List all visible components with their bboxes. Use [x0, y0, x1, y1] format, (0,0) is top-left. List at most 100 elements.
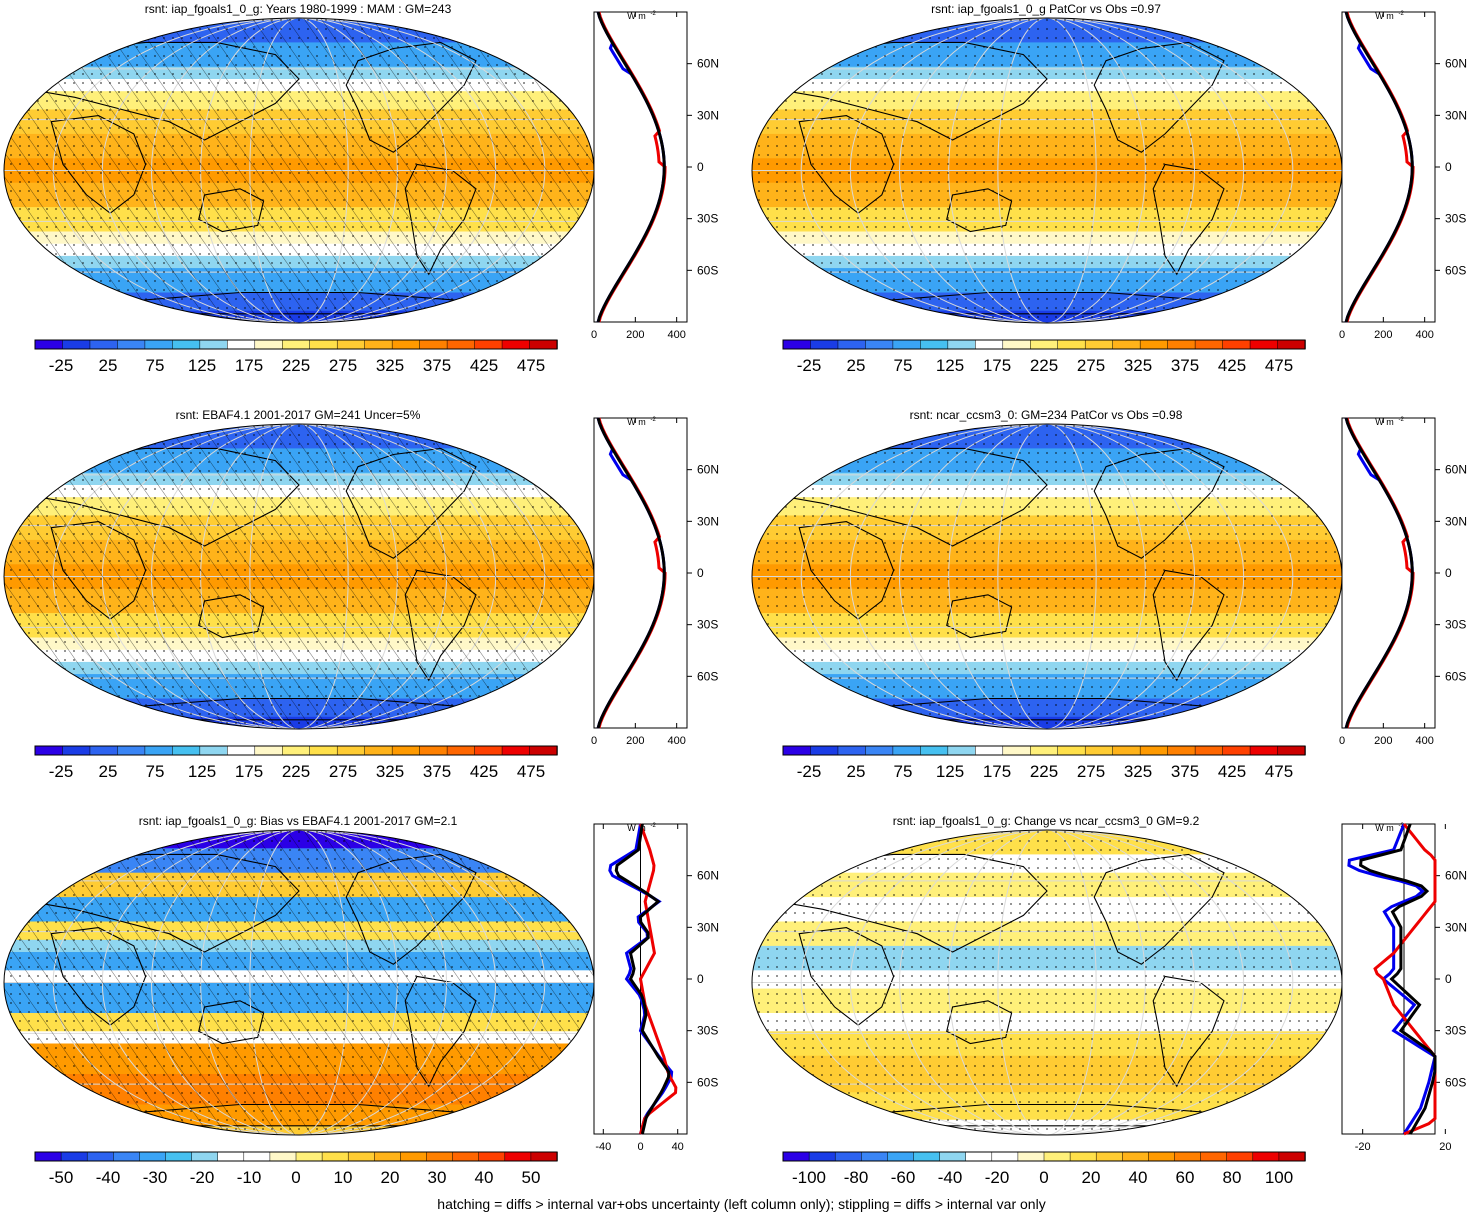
profile-series-line [596, 417, 666, 729]
colorbar-swatch [1084, 745, 1114, 756]
colorbar-swatch [89, 339, 119, 350]
colorbar-swatch [419, 339, 448, 350]
latitude-tick-label: 60N [697, 463, 719, 477]
latitude-tick-label: 30S [1445, 618, 1466, 632]
latitude-tick-label: 30S [1445, 212, 1466, 226]
colorbar-tick-label: 125 [188, 356, 216, 375]
colorbar-swatch [309, 745, 338, 756]
colorbar-tick-label: 40 [1129, 1168, 1148, 1187]
colorbar-swatch [391, 339, 421, 350]
map-panel-p6: rsnt: iap_fgoals1_0_g: Change vs ncar_cc… [748, 812, 1483, 1212]
colorbar-swatch [62, 339, 91, 350]
colorbar-tick-label: 475 [517, 762, 545, 781]
colorbar-tick-label: 25 [99, 762, 118, 781]
colorbar-swatch [117, 745, 146, 756]
latitude-tick-label: 0 [1445, 972, 1452, 986]
colorbar-tick-label: 475 [1265, 356, 1293, 375]
latitude-tick-label: 0 [697, 160, 704, 174]
map-figure: -25 25 75 125 175 225 275 325 375 425 475 W m -2 60N 3… [751, 417, 1467, 781]
map-panel-p4: rsnt: ncar_ccsm3_0: GM=234 PatCor vs Obs… [748, 406, 1483, 806]
colorbar-swatch [810, 745, 839, 756]
panel-title: rsnt: iap_fgoals1_0_g: Years 1980-1999 :… [144, 2, 452, 16]
colorbar-tick-label: 75 [146, 762, 165, 781]
profile-series-line [1373, 823, 1437, 1136]
zonal-mean-profile: W m -2 60N 30N 0 30S 60S 0 200 400 [1339, 11, 1467, 341]
latitude-tick-label: 0 [1445, 566, 1452, 580]
colorbar-swatch [1139, 745, 1169, 756]
profile-unit-label: W m [627, 823, 646, 833]
profile-series-line [1359, 823, 1437, 1135]
colorbar-swatch [113, 1151, 141, 1162]
map-figure: -25 25 75 125 175 225 275 325 375 425 475 W m -2 60N 3… [3, 11, 719, 375]
latitude-tick-label: 60N [697, 57, 719, 71]
colorbar-swatch [172, 745, 201, 756]
colorbar-tick-label: 425 [470, 762, 498, 781]
stippling-overlay [752, 424, 1342, 729]
profile-unit-label: W m [627, 11, 646, 21]
latitude-tick-label: 60S [1445, 1075, 1466, 1089]
colorbar-swatch [782, 339, 812, 350]
colorbar-swatch [1069, 1151, 1097, 1162]
colorbar-swatch [975, 339, 1004, 350]
colorbar-tick-label: 20 [381, 1168, 400, 1187]
latitude-tick-label: 60N [1445, 869, 1467, 883]
colorbar-swatch [191, 1151, 219, 1162]
panel-title: rsnt: EBAF4.1 2001-2017 GM=241 Uncer=5% [175, 408, 421, 422]
colorbar-swatch [282, 339, 311, 350]
colorbar-tick-label: 25 [99, 356, 118, 375]
profile-x-tick-label: 200 [626, 735, 644, 747]
colorbar-tick-label: -25 [797, 356, 822, 375]
colorbar-swatch [1017, 1151, 1045, 1162]
colorbar-tick-label: -60 [891, 1168, 916, 1187]
colorbar-swatch [172, 339, 201, 350]
colorbar-swatch [227, 745, 256, 756]
colorbar-tick-label: -40 [938, 1168, 963, 1187]
colorbar-tick-label: 50 [522, 1168, 541, 1187]
colorbar-swatch [1139, 339, 1169, 350]
colorbar-tick-label: 60 [1176, 1168, 1195, 1187]
colorbar-tick-label: 30 [428, 1168, 447, 1187]
colorbar-swatch [227, 339, 256, 350]
colorbar-tick-label: -10 [237, 1168, 262, 1187]
latitude-tick-label: 30S [697, 618, 718, 632]
colorbar-swatch [947, 339, 977, 350]
colorbar-tick-label: 375 [423, 762, 451, 781]
svg-text:-2: -2 [1399, 417, 1405, 423]
colorbar-swatch [217, 1151, 245, 1162]
colorbar-swatch [321, 1151, 349, 1162]
colorbar-swatch [991, 1151, 1019, 1162]
colorbar-swatch [529, 339, 558, 350]
colorbar-swatch [374, 1151, 402, 1162]
colorbar-tick-label: 75 [894, 356, 913, 375]
colorbar-swatch [391, 745, 421, 756]
colorbar-tick-label: -20 [190, 1168, 215, 1187]
profile-unit-label: W m [1375, 823, 1394, 833]
colorbar-tick-label: 75 [894, 762, 913, 781]
map-figure: -100 -80 -60 -40 -20 0 20 40 60 80 100 W m -2 60N 30N 0… [751, 823, 1467, 1187]
profile-x-tick-label: 0 [591, 329, 597, 341]
latitude-tick-label: 0 [697, 566, 704, 580]
colorbar-tick-label: 275 [329, 762, 357, 781]
profile-x-tick-label: 200 [1374, 329, 1392, 341]
profile-series-line [608, 823, 674, 1135]
colorbar-swatch [295, 1151, 323, 1162]
colorbar-tick-label: -50 [49, 1168, 74, 1187]
colorbar-swatch [782, 745, 812, 756]
colorbar-swatch [939, 1151, 967, 1162]
svg-text:-2: -2 [1399, 823, 1405, 829]
colorbar-swatch [1084, 339, 1114, 350]
colorbar-tick-label: 475 [1265, 762, 1293, 781]
colorbar-swatch [419, 745, 448, 756]
colorbar-swatch [1249, 339, 1279, 350]
colorbar-tick-label: 125 [188, 762, 216, 781]
colorbar-tick-label: 125 [936, 356, 964, 375]
colorbar-swatch [965, 1151, 993, 1162]
latitude-tick-label: 60N [697, 869, 719, 883]
colorbar-tick-label: 275 [1077, 762, 1105, 781]
colorbar-tick-label: -20 [985, 1168, 1010, 1187]
map-panel-p1: rsnt: iap_fgoals1_0_g: Years 1980-1999 :… [0, 0, 735, 400]
colorbar-swatch [865, 745, 894, 756]
colorbar-swatch [347, 1151, 376, 1162]
colorbar-swatch [1057, 339, 1086, 350]
colorbar-swatch [887, 1151, 915, 1162]
